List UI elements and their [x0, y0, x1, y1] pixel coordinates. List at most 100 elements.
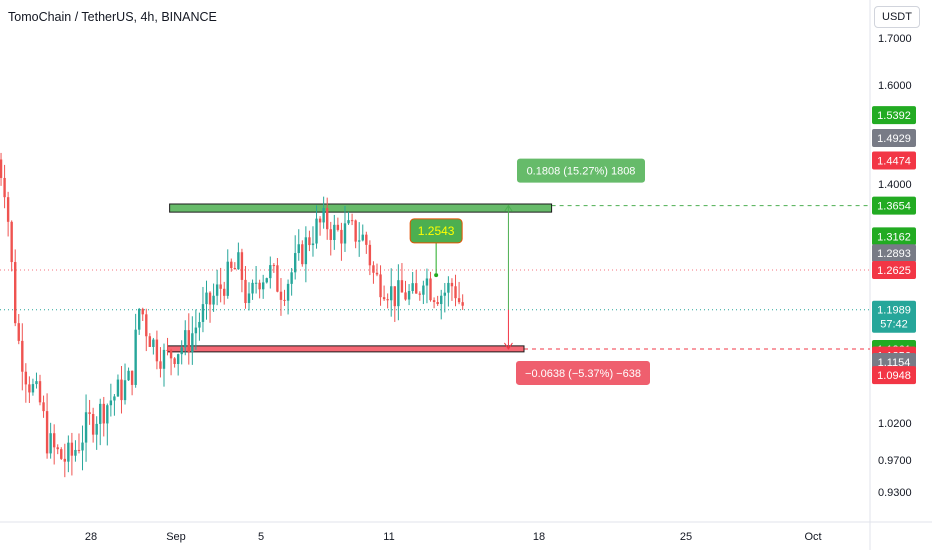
candle-body: [365, 234, 368, 245]
candle-body: [301, 244, 304, 265]
candle-body: [106, 405, 109, 424]
y-tick-label: 0.9700: [878, 455, 912, 467]
candle-body: [230, 261, 233, 269]
candle-body: [42, 402, 45, 412]
candle-body: [318, 218, 322, 223]
candle-body: [233, 268, 237, 270]
candle-body: [418, 293, 421, 295]
candle-body: [386, 299, 389, 301]
candle-body: [77, 449, 81, 451]
candle-body: [269, 265, 272, 279]
candle-body: [379, 274, 382, 298]
x-tick-label: 18: [533, 531, 545, 543]
candle-body: [432, 300, 436, 303]
price-tag-label: 1.1154: [878, 357, 911, 369]
candle-body: [415, 283, 418, 294]
price-tag: [872, 151, 916, 170]
candle-body: [293, 253, 297, 273]
candle-body: [141, 308, 144, 315]
candle-body: [240, 252, 244, 280]
currency-button[interactable]: USDT: [874, 6, 920, 28]
target-down-box[interactable]: [516, 360, 650, 385]
candle-body: [84, 412, 88, 443]
candle-body: [443, 292, 447, 296]
candle-body: [145, 314, 148, 337]
current-price-label: 1.1989: [877, 305, 911, 317]
entry-callout-box[interactable]: [409, 218, 463, 244]
candle-body: [67, 442, 70, 462]
support-zone[interactable]: [167, 345, 525, 353]
candle-body: [297, 244, 300, 254]
candle-body: [361, 234, 364, 241]
candle-body: [407, 291, 411, 300]
candle-body: [31, 384, 35, 393]
candle-body: [49, 433, 52, 454]
price-tag: [872, 260, 916, 279]
candle-body: [343, 223, 347, 244]
candle-body: [155, 339, 159, 362]
candle-body: [14, 262, 17, 324]
candle-body: [397, 280, 400, 307]
candle-body: [180, 347, 183, 355]
candle-body: [368, 244, 372, 266]
candle-body: [45, 411, 49, 454]
price-tag: [872, 227, 916, 246]
candle-body: [91, 413, 95, 435]
candle-body: [120, 379, 123, 401]
chart-title: TomoChain / TetherUS, 4h, BINANCE: [8, 10, 217, 24]
candle-body: [258, 282, 261, 290]
candle-body: [354, 220, 357, 242]
x-tick-label: 25: [680, 531, 692, 543]
price-tag: [872, 106, 916, 125]
candle-body: [350, 220, 354, 222]
candle-body: [251, 282, 254, 294]
candle-body: [375, 272, 379, 275]
candle-body: [173, 358, 176, 364]
candle-body: [272, 265, 276, 267]
candle-body: [322, 208, 325, 223]
candle-body: [159, 361, 162, 369]
candle-body: [123, 380, 127, 401]
candle-body: [422, 285, 425, 295]
x-tick-label: 5: [258, 531, 264, 543]
candle-body: [261, 282, 265, 290]
candle-body: [265, 278, 268, 283]
candle-body: [457, 298, 461, 303]
price-tag: [872, 196, 916, 215]
target-down-arrowhead: [504, 342, 513, 350]
y-tick-label: 1.7000: [878, 33, 912, 45]
candle-body: [212, 295, 215, 305]
candle-body: [290, 272, 293, 284]
price-tag: [872, 129, 916, 148]
candle-body: [286, 283, 290, 301]
price-tag-label: 1.4474: [877, 156, 911, 168]
candle-body: [184, 330, 187, 348]
candle-body: [244, 279, 247, 304]
candle-body: [333, 224, 336, 240]
resistance-zone[interactable]: [169, 203, 553, 213]
price-tag-label: 1.4929: [877, 133, 911, 145]
candle-body: [447, 282, 450, 293]
candle-body: [429, 278, 432, 301]
candle-body: [162, 349, 166, 369]
x-tick-label: 11: [383, 531, 394, 543]
candle-body: [226, 261, 229, 296]
target-up-box[interactable]: [517, 158, 645, 183]
candle-body: [276, 265, 279, 292]
candle-body: [148, 336, 152, 347]
candle-body: [109, 400, 113, 406]
target-up-label: 0.1808 (15.27%) 1808: [527, 166, 636, 178]
price-tag: [872, 366, 916, 385]
candle-body: [198, 321, 201, 328]
price-tag-label: 1.0948: [877, 370, 911, 382]
candle-body: [283, 299, 286, 301]
price-tag-label: 1.2625: [877, 265, 911, 277]
candle-body: [169, 350, 173, 359]
candle-body: [254, 282, 258, 284]
y-tick-label: 1.4000: [878, 179, 912, 191]
candle-body: [187, 330, 190, 353]
candle-body: [382, 297, 386, 300]
y-tick-label: 1.0200: [878, 418, 912, 430]
candle-body: [315, 218, 318, 244]
